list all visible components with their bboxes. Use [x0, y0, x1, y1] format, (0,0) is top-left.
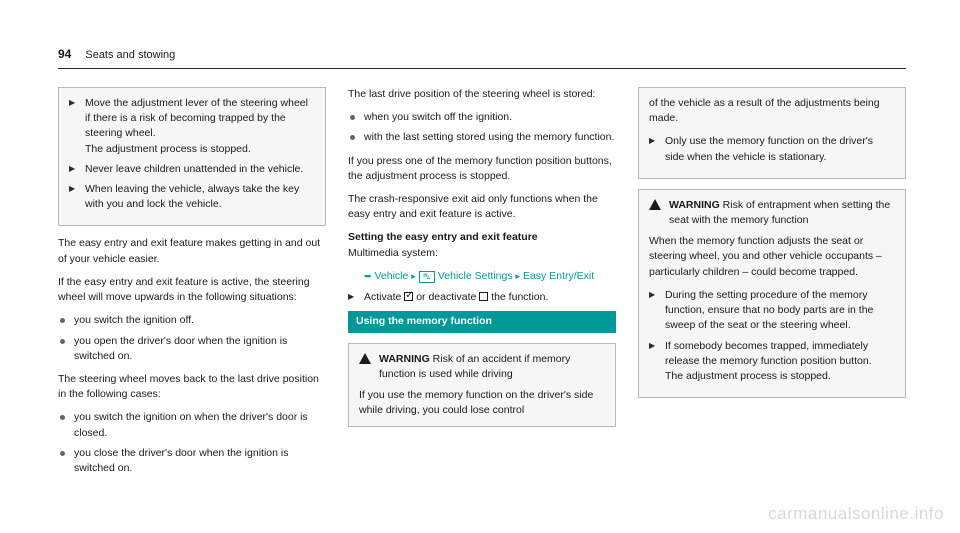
- instruction-item: If somebody becomes trapped, immediately…: [649, 339, 895, 385]
- warning-triangle-icon: [359, 353, 371, 364]
- warning-header: WARNING Risk of an accident if memory fu…: [359, 352, 605, 382]
- instruction-item: During the setting procedure of the memo…: [649, 288, 895, 334]
- warning-header: WARNING Risk of entrapment when setting …: [649, 198, 895, 228]
- nav-step: Easy Entry/Exit: [523, 270, 594, 282]
- section-title: Seats and stowing: [85, 48, 175, 64]
- column-3: of the vehicle as a result of the adjust…: [638, 87, 906, 484]
- vehicle-icon: ⛍: [419, 271, 435, 283]
- subsection-heading: Setting the easy entry and exit feature …: [348, 230, 616, 260]
- page-container: 94 Seats and stowing Move the adjustment…: [0, 0, 960, 504]
- warning-head-text: WARNING Risk of an accident if memory fu…: [379, 352, 605, 382]
- text: the function.: [491, 291, 548, 303]
- warning-label: WARNING: [379, 353, 430, 365]
- warning-triangle-icon: [649, 199, 661, 210]
- paragraph: The last drive position of the steering …: [348, 87, 616, 102]
- warning-box: WARNING Risk of an accident if memory fu…: [348, 343, 616, 428]
- activate-instruction: Activate or deactivate the function.: [348, 290, 616, 305]
- bullet-item: you switch the ignition off.: [58, 313, 326, 328]
- warning-box-cont: of the vehicle as a result of the adjust…: [638, 87, 906, 179]
- bullet-item: with the last setting stored using the m…: [348, 130, 616, 145]
- nav-arrow-icon: ▸: [411, 271, 416, 281]
- instruction-item: When leaving the vehicle, always take th…: [69, 182, 315, 212]
- bullet-list: you switch the ignition off. you open th…: [58, 313, 326, 364]
- warning-head-text: WARNING Risk of entrapment when setting …: [669, 198, 895, 228]
- watermark: carmanualsonline.info: [768, 502, 944, 527]
- page-number: 94: [58, 46, 71, 63]
- paragraph: If the easy entry and exit feature is ac…: [58, 275, 326, 305]
- column-2: The last drive position of the steering …: [348, 87, 616, 484]
- instruction-item: Only use the memory function on the driv…: [649, 134, 895, 164]
- paragraph: The steering wheel moves back to the las…: [58, 372, 326, 402]
- nav-step: Vehicle Settings: [438, 270, 513, 282]
- columns: Move the adjustment lever of the steerin…: [58, 87, 906, 484]
- heading-sub: Multimedia system:: [348, 247, 438, 259]
- warning-box-2: WARNING Risk of entrapment when setting …: [638, 189, 906, 398]
- page-header: 94 Seats and stowing: [58, 46, 906, 69]
- paragraph: The easy entry and exit feature makes ge…: [58, 236, 326, 266]
- paragraph: The crash-responsive exit aid only funct…: [348, 192, 616, 222]
- warning-body: If you use the memory function on the dr…: [359, 388, 605, 418]
- instruction-box: Move the adjustment lever of the steerin…: [58, 87, 326, 227]
- instruction-list: During the setting procedure of the memo…: [649, 288, 895, 384]
- instruction-text: When leaving the vehicle, always take th…: [85, 183, 299, 210]
- bullet-list: you switch the ignition on when the driv…: [58, 410, 326, 476]
- instruction-list: Only use the memory function on the driv…: [649, 134, 895, 164]
- text: Activate: [364, 291, 401, 303]
- warning-body-cont: of the vehicle as a result of the adjust…: [649, 96, 895, 126]
- bullet-item: you open the driver's door when the igni…: [58, 334, 326, 364]
- warning-label: WARNING: [669, 199, 720, 211]
- instruction-text: Never leave children unattended in the v…: [85, 163, 303, 175]
- section-heading-bar: Using the memory function: [348, 311, 616, 332]
- paragraph: If you press one of the memory function …: [348, 154, 616, 184]
- nav-step: Vehicle: [374, 270, 408, 282]
- nav-arrow-icon: ➥: [364, 271, 372, 281]
- bullet-list: when you switch off the ignition. with t…: [348, 110, 616, 145]
- instruction-item: Never leave children unattended in the v…: [69, 162, 315, 177]
- instruction-item: Move the adjustment lever of the steerin…: [69, 96, 315, 157]
- bullet-item: you switch the ignition on when the driv…: [58, 410, 326, 440]
- instruction-text: Move the adjustment lever of the steerin…: [85, 97, 308, 155]
- checkbox-empty-icon: [479, 292, 488, 301]
- text: or deactivate: [416, 291, 476, 303]
- checkbox-checked-icon: [404, 292, 413, 301]
- warning-body: When the memory function adjusts the sea…: [649, 234, 895, 280]
- column-1: Move the adjustment lever of the steerin…: [58, 87, 326, 484]
- instruction-list: Move the adjustment lever of the steerin…: [69, 96, 315, 213]
- bullet-item: when you switch off the ignition.: [348, 110, 616, 125]
- nav-arrow-icon: ▸: [516, 271, 521, 281]
- nav-path: ➥ Vehicle ▸ ⛍ Vehicle Settings ▸ Easy En…: [364, 269, 616, 284]
- bullet-item: you close the driver's door when the ign…: [58, 446, 326, 476]
- heading-text: Setting the easy entry and exit feature: [348, 231, 538, 243]
